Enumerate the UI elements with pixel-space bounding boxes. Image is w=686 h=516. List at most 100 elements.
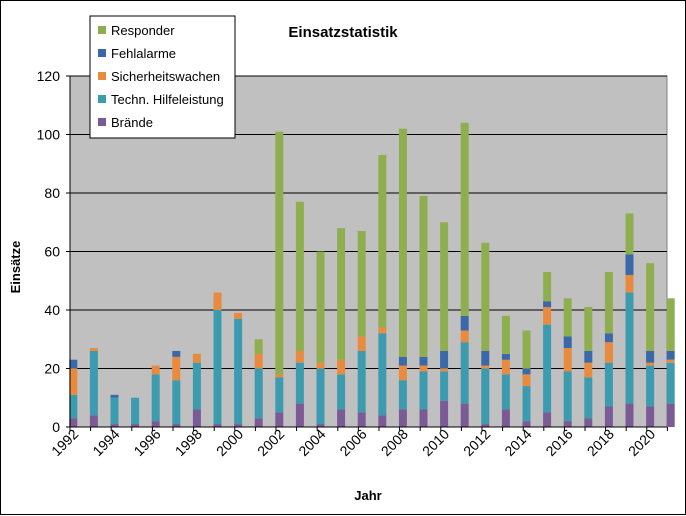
bar-segment bbox=[501, 374, 510, 410]
y-tick-label: 40 bbox=[44, 302, 60, 318]
bar-segment bbox=[398, 380, 407, 410]
bar-segment bbox=[316, 362, 325, 369]
legend-swatch bbox=[98, 118, 106, 126]
bar-segment bbox=[316, 368, 325, 425]
x-tick-label: 2000 bbox=[213, 426, 246, 459]
x-tick-label: 2016 bbox=[542, 426, 575, 459]
x-axis-title: Jahr bbox=[354, 488, 381, 503]
y-tick-label: 100 bbox=[37, 127, 61, 143]
bar-segment bbox=[357, 350, 366, 413]
bar-segment bbox=[625, 213, 634, 255]
bar-segment bbox=[501, 409, 510, 427]
bar-segment bbox=[584, 362, 593, 378]
bar-segment bbox=[625, 254, 634, 275]
bar-segment bbox=[543, 307, 552, 325]
legend-swatch bbox=[98, 49, 106, 57]
legend-swatch bbox=[98, 26, 106, 34]
legend-swatch bbox=[98, 95, 106, 103]
bar-segment bbox=[563, 421, 572, 427]
bar-segment bbox=[378, 327, 387, 334]
bar-segment bbox=[213, 424, 222, 427]
bar-segment bbox=[131, 424, 140, 427]
bar-segment bbox=[110, 394, 119, 398]
bar-segment bbox=[110, 424, 119, 427]
bar-segment bbox=[357, 412, 366, 427]
bar-segment bbox=[646, 263, 655, 351]
bar-segment bbox=[398, 365, 407, 381]
bar-segment bbox=[172, 424, 181, 427]
bar-segment bbox=[131, 397, 140, 425]
bar-segment bbox=[584, 377, 593, 419]
bar-segment bbox=[481, 350, 490, 366]
chart-title: Einsatzstatistik bbox=[288, 24, 398, 41]
bar-segment bbox=[213, 310, 222, 425]
bar-segment bbox=[254, 368, 263, 419]
x-tick-label: 2002 bbox=[254, 426, 287, 459]
legend-box bbox=[89, 15, 236, 139]
bar-segment bbox=[481, 365, 490, 369]
bar-segment bbox=[275, 131, 284, 375]
x-tick-label: 2008 bbox=[378, 426, 411, 459]
bar-segment bbox=[646, 406, 655, 427]
bar-segment bbox=[69, 394, 78, 419]
bar-segment bbox=[604, 362, 613, 407]
bar-segment bbox=[254, 418, 263, 427]
bar-segment bbox=[89, 348, 98, 351]
bar-segment bbox=[172, 356, 181, 381]
bar-segment bbox=[295, 362, 304, 404]
x-tick-label: 2020 bbox=[625, 426, 658, 459]
legend-label: Sicherheitswachen bbox=[111, 69, 220, 84]
x-tick-label: 2006 bbox=[336, 426, 369, 459]
bar-segment bbox=[584, 307, 593, 351]
bar-segment bbox=[625, 274, 634, 293]
bar-segment bbox=[522, 330, 531, 369]
bar-segment bbox=[460, 315, 469, 331]
x-tick-label: 2018 bbox=[584, 426, 617, 459]
bar-segment bbox=[419, 409, 428, 427]
bar-segment bbox=[398, 409, 407, 427]
y-axis-title: Einsätze bbox=[8, 241, 23, 294]
bar-segment bbox=[295, 403, 304, 427]
bar-segment bbox=[501, 315, 510, 354]
bar-segment bbox=[378, 154, 387, 328]
bar-segment bbox=[110, 397, 119, 425]
bar-segment bbox=[646, 362, 655, 366]
y-tick-label: 0 bbox=[52, 419, 60, 435]
bar-segment bbox=[543, 301, 552, 308]
bar-segment bbox=[316, 424, 325, 427]
bar-segment bbox=[440, 350, 449, 369]
bar-segment bbox=[625, 292, 634, 404]
bar-segment bbox=[419, 195, 428, 357]
bar-segment bbox=[295, 201, 304, 351]
bar-segment bbox=[481, 242, 490, 351]
bar-segment bbox=[337, 359, 346, 375]
y-tick-label: 80 bbox=[44, 185, 60, 201]
bar-segment bbox=[419, 356, 428, 366]
bar-segment bbox=[563, 348, 572, 372]
bar-segment bbox=[584, 418, 593, 427]
x-tick-label: 1994 bbox=[89, 426, 122, 459]
bar-segment bbox=[234, 424, 243, 427]
bar-segment bbox=[172, 380, 181, 425]
bar-segment bbox=[563, 336, 572, 349]
bar-segment bbox=[522, 368, 531, 375]
bar-segment bbox=[172, 350, 181, 357]
bar-segment bbox=[460, 342, 469, 404]
bar-segment bbox=[192, 353, 201, 363]
x-tick-label: 2004 bbox=[295, 426, 328, 459]
y-tick-label: 60 bbox=[44, 244, 60, 260]
bar-segment bbox=[254, 353, 263, 369]
bar-segment bbox=[213, 292, 222, 310]
bar-segment bbox=[440, 371, 449, 401]
bar-segment bbox=[666, 362, 675, 404]
bar-segment bbox=[522, 374, 531, 387]
bar-segment bbox=[151, 374, 160, 422]
bar-segment bbox=[275, 377, 284, 413]
legend: Responder Fehlalarme Sicherheitswachen Tech… bbox=[89, 15, 236, 139]
bar-segment bbox=[151, 421, 160, 427]
bar-segment bbox=[604, 342, 613, 363]
bar-segment bbox=[357, 231, 366, 337]
bar-segment bbox=[89, 415, 98, 427]
bar-segment bbox=[254, 339, 263, 354]
